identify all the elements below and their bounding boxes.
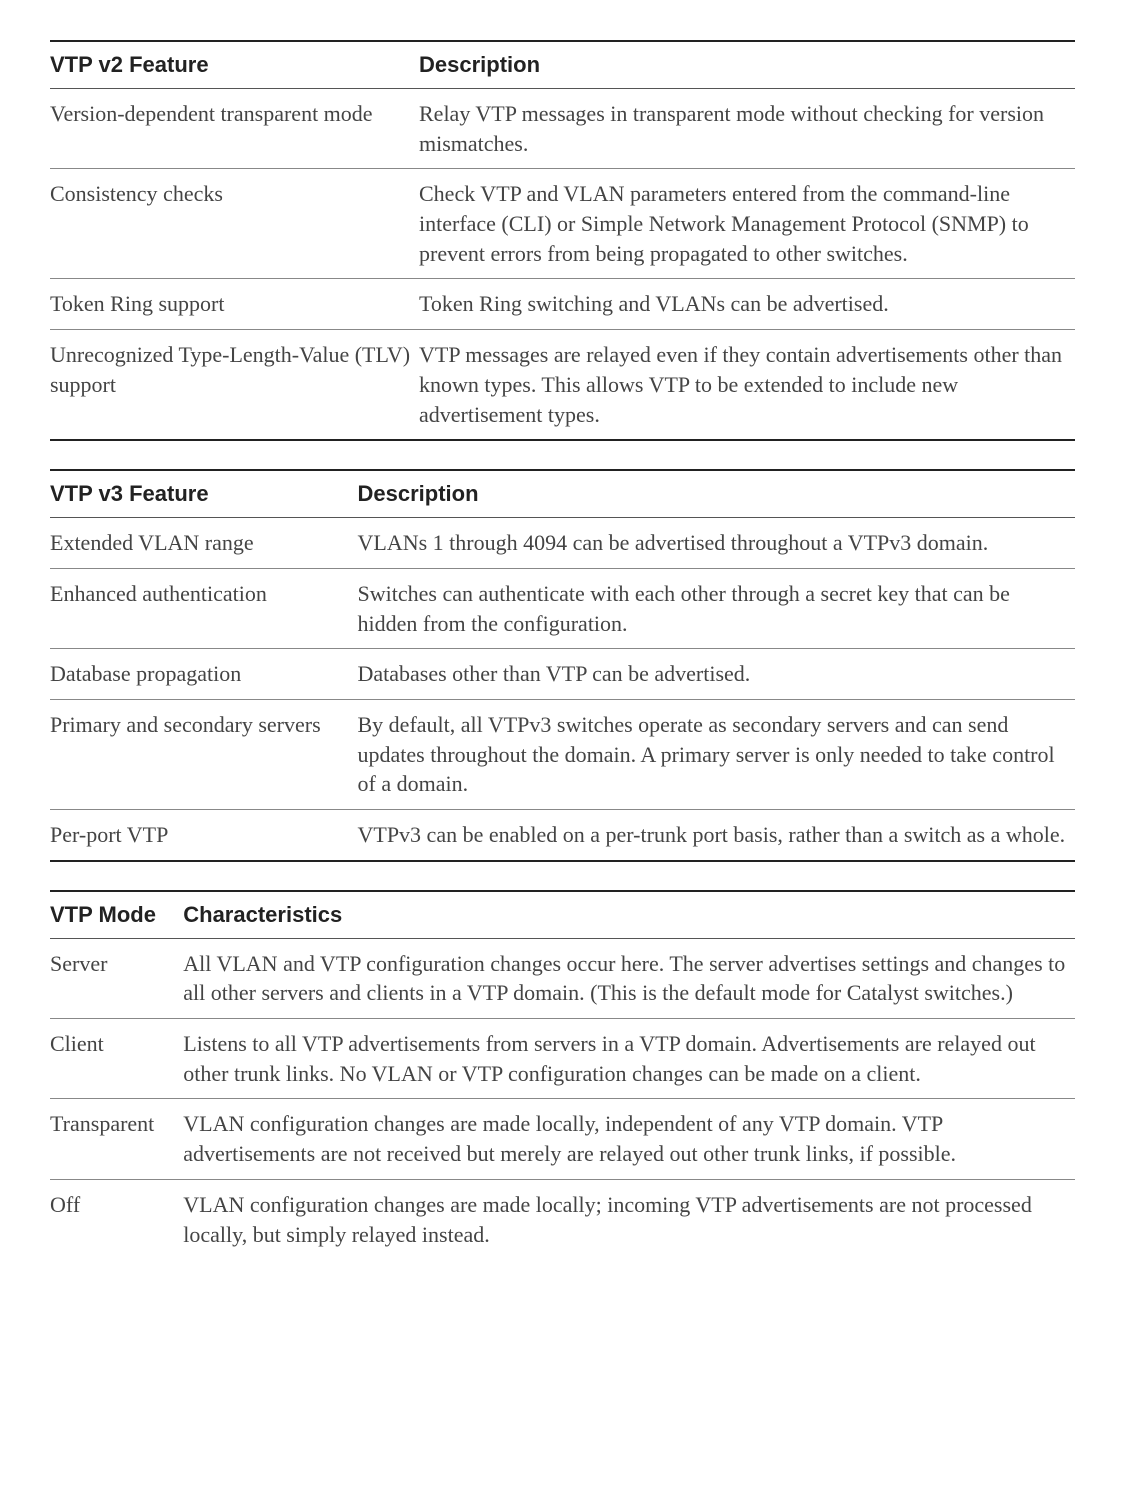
mode-cell: Transparent xyxy=(50,1099,183,1179)
vtp-v3-feature-table: VTP v3 Feature Description Extended VLAN… xyxy=(50,469,1075,862)
description-cell: Check VTP and VLAN parameters entered fr… xyxy=(419,169,1075,279)
table-row: Primary and secondary servers By default… xyxy=(50,699,1075,809)
feature-cell: Consistency checks xyxy=(50,169,419,279)
feature-cell: Token Ring support xyxy=(50,279,419,330)
feature-cell: Extended VLAN range xyxy=(50,518,358,569)
table-row: Token Ring support Token Ring switching … xyxy=(50,279,1075,330)
vtp-v2-feature-table: VTP v2 Feature Description Version-depen… xyxy=(50,40,1075,441)
description-cell: By default, all VTPv3 switches operate a… xyxy=(358,699,1076,809)
feature-cell: Version-dependent transparent mode xyxy=(50,89,419,169)
table-row: Transparent VLAN configuration changes a… xyxy=(50,1099,1075,1179)
feature-cell: Unrecognized Type-Length-Value (TLV) sup… xyxy=(50,330,419,441)
feature-cell: Enhanced authentication xyxy=(50,568,358,648)
description-cell: Switches can authenticate with each othe… xyxy=(358,568,1076,648)
description-cell: VLANs 1 through 4094 can be advertised t… xyxy=(358,518,1076,569)
table-row: Unrecognized Type-Length-Value (TLV) sup… xyxy=(50,330,1075,441)
feature-cell: Per-port VTP xyxy=(50,810,358,861)
mode-cell: Server xyxy=(50,938,183,1018)
table-row: Database propagation Databases other tha… xyxy=(50,649,1075,700)
vtp-mode-header-characteristics: Characteristics xyxy=(183,891,1075,939)
characteristics-cell: VLAN configuration changes are made loca… xyxy=(183,1099,1075,1179)
table-row: Enhanced authentication Switches can aut… xyxy=(50,568,1075,648)
description-cell: Databases other than VTP can be advertis… xyxy=(358,649,1076,700)
vtp-mode-table: VTP Mode Characteristics Server All VLAN… xyxy=(50,890,1075,1260)
feature-cell: Database propagation xyxy=(50,649,358,700)
mode-cell: Client xyxy=(50,1019,183,1099)
description-cell: VTP messages are relayed even if they co… xyxy=(419,330,1075,441)
table-row: Server All VLAN and VTP configuration ch… xyxy=(50,938,1075,1018)
vtp-v3-header-feature: VTP v3 Feature xyxy=(50,470,358,518)
description-cell: Token Ring switching and VLANs can be ad… xyxy=(419,279,1075,330)
vtp-v2-header-description: Description xyxy=(419,41,1075,89)
vtp-v2-header-feature: VTP v2 Feature xyxy=(50,41,419,89)
vtp-v3-header-description: Description xyxy=(358,470,1076,518)
description-cell: VTPv3 can be enabled on a per-trunk port… xyxy=(358,810,1076,861)
mode-cell: Off xyxy=(50,1179,183,1259)
feature-cell: Primary and secondary servers xyxy=(50,699,358,809)
table-row: Per-port VTP VTPv3 can be enabled on a p… xyxy=(50,810,1075,861)
table-row: Off VLAN configuration changes are made … xyxy=(50,1179,1075,1259)
vtp-mode-header-mode: VTP Mode xyxy=(50,891,183,939)
table-row: Consistency checks Check VTP and VLAN pa… xyxy=(50,169,1075,279)
table-row: Extended VLAN range VLANs 1 through 4094… xyxy=(50,518,1075,569)
characteristics-cell: VLAN configuration changes are made loca… xyxy=(183,1179,1075,1259)
table-row: Version-dependent transparent mode Relay… xyxy=(50,89,1075,169)
characteristics-cell: Listens to all VTP advertisements from s… xyxy=(183,1019,1075,1099)
table-row: Client Listens to all VTP advertisements… xyxy=(50,1019,1075,1099)
description-cell: Relay VTP messages in transparent mode w… xyxy=(419,89,1075,169)
characteristics-cell: All VLAN and VTP configuration changes o… xyxy=(183,938,1075,1018)
